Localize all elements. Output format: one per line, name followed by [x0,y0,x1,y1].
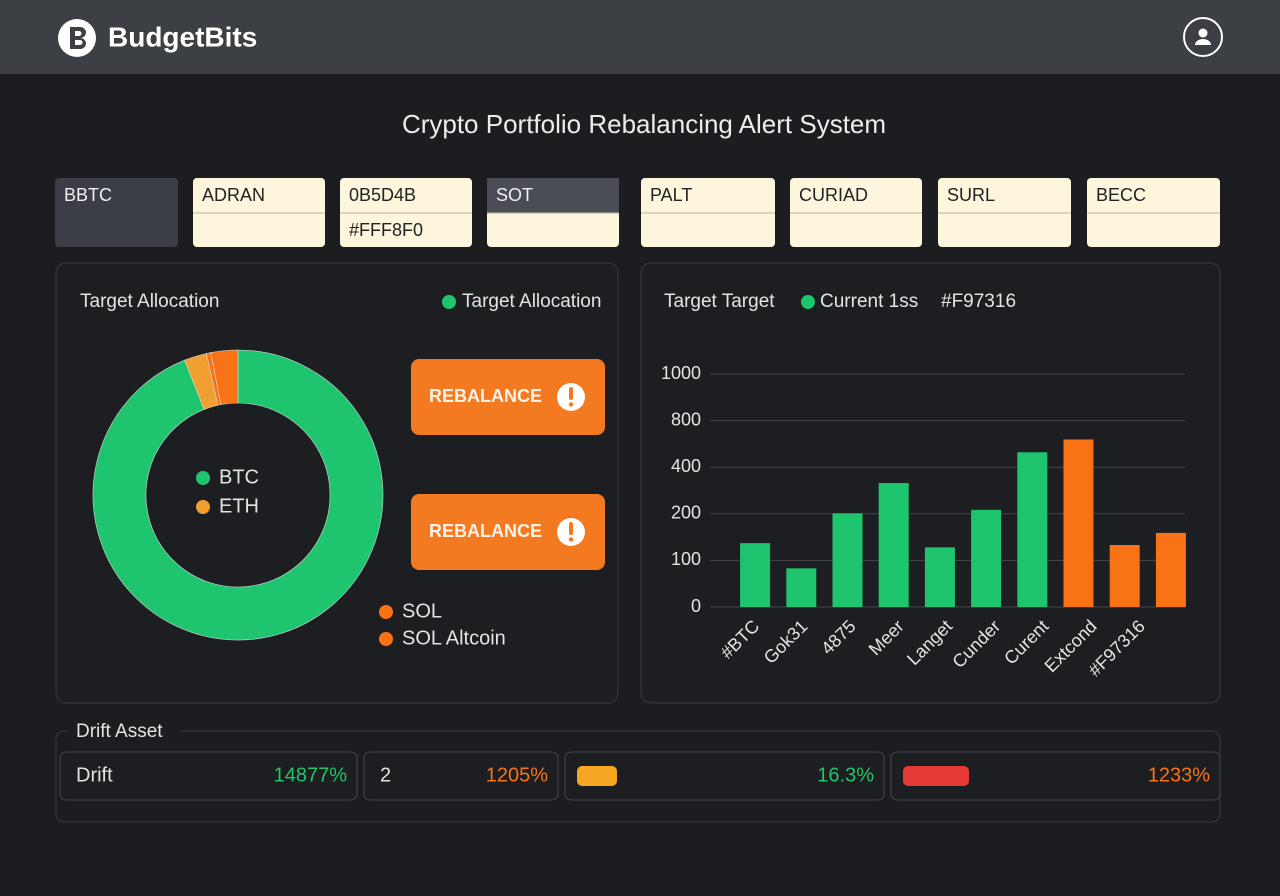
page-title: Crypto Portfolio Rebalancing Alert Syste… [402,109,886,139]
drift-label: Drift [76,764,113,786]
card-label: ADRAN [202,185,265,205]
y-tick-label: 400 [671,456,701,476]
bar [878,483,909,607]
drift-cell [564,751,885,801]
brand: BudgetBits [108,21,257,52]
drift-value: 1233% [1148,764,1210,786]
drift-cell [59,751,358,801]
legend-label: Target Target [664,291,775,312]
legend-dot [442,295,456,309]
y-tick-label: 200 [671,503,701,523]
card-label: 0B5D4B [349,185,416,205]
user-head[interactable] [1198,28,1208,38]
y-tick-label: 1000 [661,363,701,383]
card-header [487,178,619,213]
user-icon[interactable] [1183,17,1223,57]
drift-value: 1205% [486,764,548,786]
card-label: BBTC [64,185,112,205]
bar [832,513,863,607]
drift-cell [890,751,1221,801]
legend-label: Target Allocation [462,291,601,312]
card-label: BECC [1096,185,1146,205]
legend-dot [379,605,393,619]
alert-mark[interactable] [569,387,573,400]
legend-dot [196,500,210,514]
legend-label: SOL Altcoin [402,627,506,649]
card-label: SOT [496,185,533,205]
legend-dot [196,471,210,485]
legend-label: ETH [219,495,259,517]
card [55,178,178,247]
bar [1063,439,1094,607]
button-label[interactable]: REBALANCE [429,521,542,541]
donut-slice [210,349,239,405]
bar [924,547,955,607]
legend-dot [801,295,815,309]
logo-mark [70,27,86,49]
drift-cell [363,751,559,801]
legend-label: #F97316 [941,291,1016,312]
bar [1109,545,1140,607]
drift-title: Drift Asset [76,721,163,742]
y-tick-label: 100 [671,549,701,569]
y-tick-label: 0 [691,596,701,616]
alert-dot[interactable] [568,402,574,407]
bar [786,568,817,607]
drift-value: 14877% [274,764,348,786]
card-label: PALT [650,185,692,205]
rebalance-button[interactable] [411,494,605,570]
legend-label: Current 1ss [820,291,918,312]
rebalance-button[interactable] [411,359,605,435]
user-button[interactable] [1183,17,1223,57]
card-label: SURL [947,185,995,205]
bar [1155,532,1186,607]
bar [1017,452,1048,607]
header-bar [0,0,1280,74]
legend-label: BTC [219,466,259,488]
bar [971,509,1002,607]
legend-label: SOL [402,600,442,622]
panel-title: Target Allocation [80,291,219,312]
drift-pill [903,766,969,786]
legend-dot [379,632,393,646]
card-value: #FFF8F0 [349,220,423,240]
drift-title-bg [68,722,180,742]
alert-mark[interactable] [569,522,573,535]
y-tick-label: 800 [671,409,701,429]
drift-label: 2 [380,764,391,786]
user-body[interactable] [1195,39,1211,45]
card-label: CURIAD [799,185,868,205]
drift-pill [577,766,617,786]
bar [740,543,771,607]
alert-dot[interactable] [568,537,574,542]
button-label[interactable]: REBALANCE [429,386,542,406]
drift-value: 16.3% [817,764,874,786]
donut-slice [92,349,384,641]
